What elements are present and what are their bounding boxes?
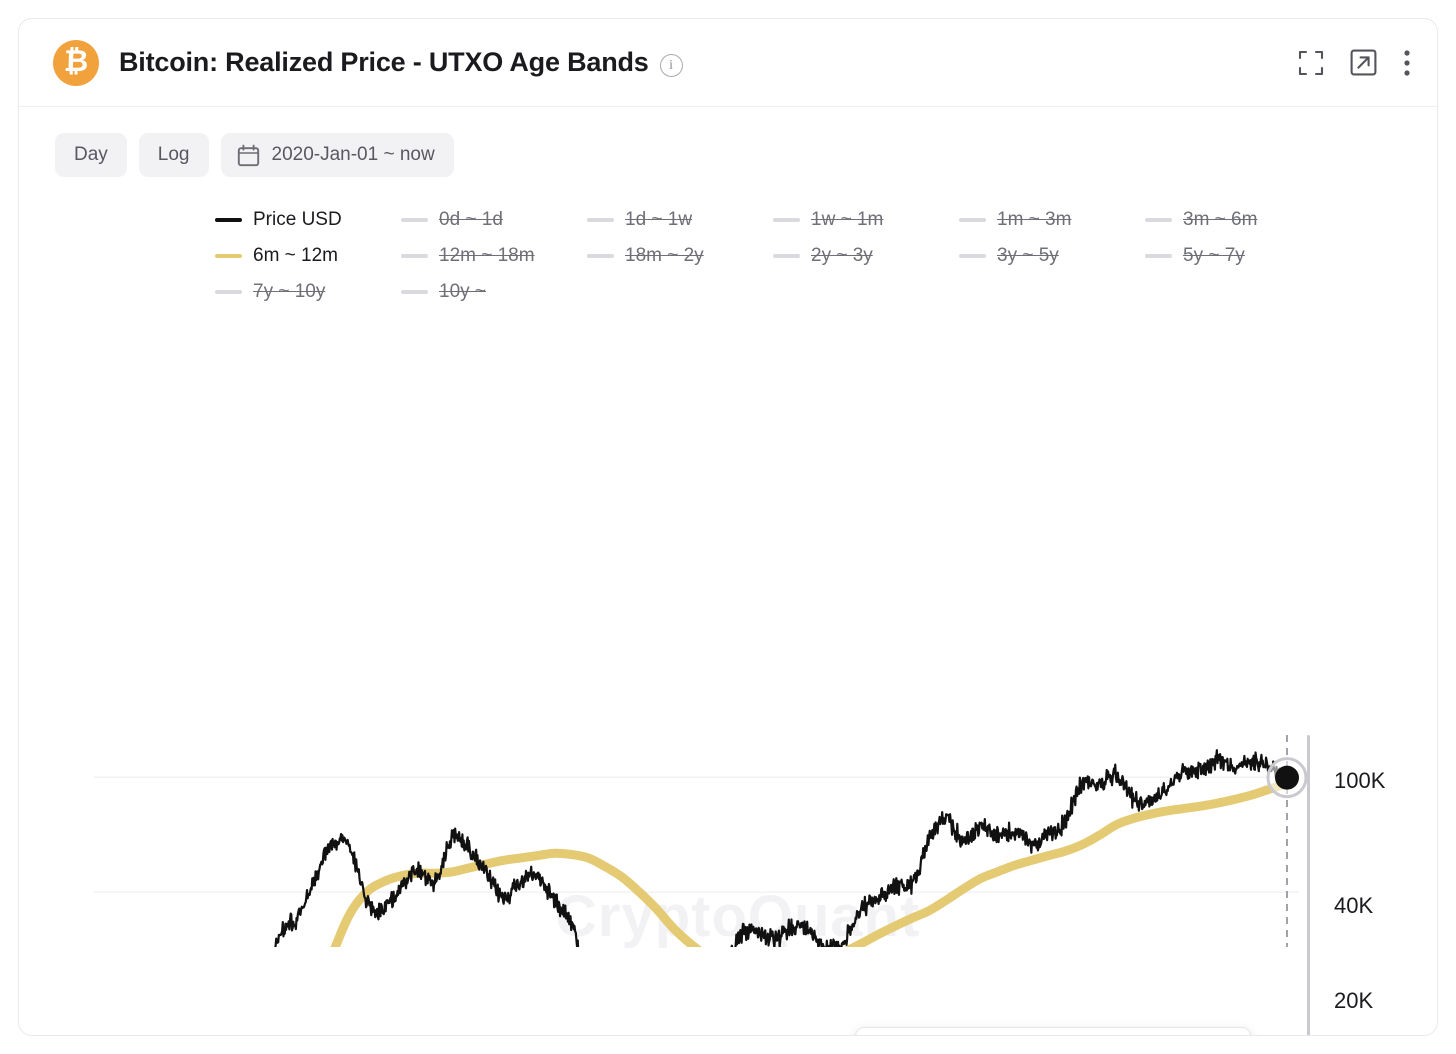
legend-item-label: 1w ~ 1m [811, 209, 884, 230]
legend-item-1m-3m[interactable]: 1m ~ 3m [959, 209, 1145, 231]
legend-swatch-icon [587, 254, 614, 258]
legend-item-18m-2y[interactable]: 18m ~ 2y [587, 245, 773, 267]
open-external-button[interactable] [1350, 49, 1377, 76]
date-range-label: 2020-Jan-01 ~ now [271, 144, 435, 165]
interval-selector[interactable]: Day [55, 133, 127, 177]
legend-swatch-icon [401, 290, 428, 294]
legend-item-5y-7y[interactable]: 5y ~ 7y [1145, 245, 1331, 267]
legend-item-label: 3m ~ 6m [1183, 209, 1258, 230]
bitcoin-icon: ₿ [53, 39, 99, 86]
legend-swatch-icon [959, 254, 986, 258]
legend-swatch-icon [401, 254, 428, 258]
chart-legend: Price USD 0d ~ 1d 1d ~ 1w 1w ~ 1m 1m ~ 3m 3m … [215, 209, 1335, 303]
calendar-icon [237, 144, 260, 167]
legend-swatch-icon [587, 218, 614, 222]
legend-item-label: 7y ~ 10y [253, 281, 326, 302]
legend-item-1d-1w[interactable]: 1d ~ 1w [587, 209, 773, 231]
legend-item-label: 18m ~ 2y [625, 245, 704, 266]
legend-swatch-icon [1145, 218, 1172, 222]
legend-item-10y[interactable]: 10y ~ [401, 281, 587, 303]
legend-item-label: 1m ~ 3m [997, 209, 1072, 230]
legend-item-6m-12m[interactable]: 6m ~ 12m [215, 245, 401, 267]
info-icon[interactable]: i [659, 54, 683, 77]
highlight-point-marker[interactable] [1275, 765, 1299, 790]
legend-item-7y-10y[interactable]: 7y ~ 10y [215, 281, 401, 303]
legend-item-label: 12m ~ 18m [439, 245, 535, 266]
y-tick-40k: 40K [1334, 893, 1374, 918]
legend-swatch-icon [1145, 254, 1172, 258]
chart-card: ₿ Bitcoin: Realized Price - UTXO Age Ban… [18, 18, 1438, 1036]
scale-selector[interactable]: Log [138, 133, 209, 177]
chart-plot[interactable] [19, 327, 1437, 947]
legend-item-label: 10y ~ [439, 281, 487, 302]
fullscreen-button[interactable] [1298, 50, 1324, 76]
legend-item-0d-1d[interactable]: 0d ~ 1d [401, 209, 587, 231]
series-line-price-usd [274, 749, 1289, 947]
scale-label: Log [157, 144, 190, 165]
legend-item-label: 0d ~ 1d [439, 209, 503, 230]
legend-swatch-icon [401, 218, 428, 222]
chart-area: CryptoQuant 100K 40K 20K 11.1K 2020 2021… [19, 327, 1437, 1035]
interval-label: Day [74, 144, 108, 165]
legend-item-2y-3y[interactable]: 2y ~ 3y [773, 245, 959, 267]
y-axis-scrollbar[interactable] [1307, 735, 1310, 1035]
legend-item-label: 6m ~ 12m [253, 245, 339, 266]
legend-swatch-icon [215, 254, 242, 258]
legend-item-label: 1d ~ 1w [625, 209, 693, 230]
legend-item-label: 3y ~ 5y [997, 245, 1059, 266]
bitcoin-glyph: ₿ [63, 43, 89, 79]
legend-item-3m-6m[interactable]: 3m ~ 6m [1145, 209, 1331, 231]
y-tick-100k: 100K [1334, 768, 1386, 793]
more-options-button[interactable] [1403, 49, 1411, 77]
legend-swatch-icon [215, 290, 242, 294]
legend-item-3y-5y[interactable]: 3y ~ 5y [959, 245, 1145, 267]
legend-item-label: Price USD [253, 209, 342, 230]
legend-item-label: 2y ~ 3y [811, 245, 873, 266]
legend-swatch-icon [773, 218, 800, 222]
series-line-6m-12m [330, 779, 1292, 947]
external-link-icon [1350, 49, 1377, 76]
y-tick-20k: 20K [1334, 988, 1374, 1013]
card-header: ₿ Bitcoin: Realized Price - UTXO Age Ban… [19, 19, 1437, 107]
legend-item-price-usd[interactable]: Price USD [215, 209, 401, 231]
chart-tooltip: 2025 Nov 13, UTC Price USD99,620.5782266… [855, 1027, 1251, 1035]
chart-toolbar: Day Log 2020-Jan-01 ~ now [19, 107, 1437, 177]
vertical-dots-icon [1404, 49, 1410, 76]
legend-item-12m-18m[interactable]: 12m ~ 18m [401, 245, 587, 267]
fullscreen-icon [1298, 50, 1324, 75]
legend-swatch-icon [215, 218, 242, 222]
header-actions [1298, 49, 1411, 77]
date-range-selector[interactable]: 2020-Jan-01 ~ now [220, 133, 454, 177]
legend-item-label: 5y ~ 7y [1183, 245, 1245, 266]
legend-item-1w-1m[interactable]: 1w ~ 1m [773, 209, 959, 231]
page-title: Bitcoin: Realized Price - UTXO Age Bands [119, 47, 649, 77]
legend-swatch-icon [959, 218, 986, 222]
legend-swatch-icon [773, 254, 800, 258]
